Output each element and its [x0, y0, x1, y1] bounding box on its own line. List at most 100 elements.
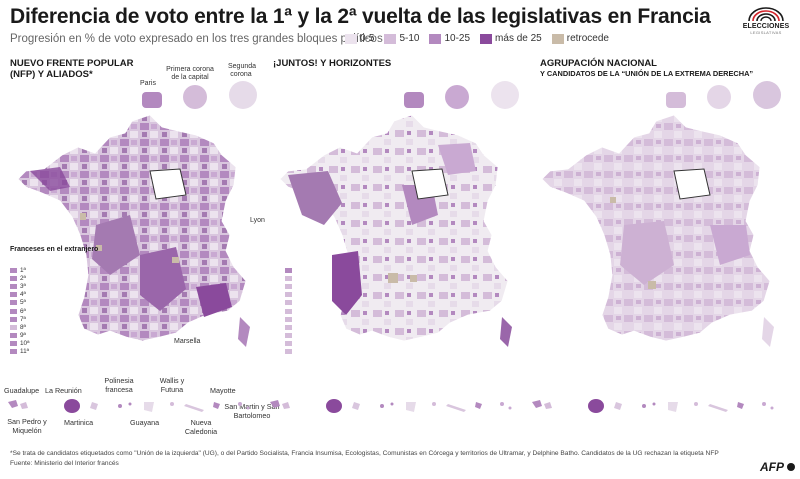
circunscripcion-label: 11ª [20, 348, 29, 356]
circunscripcion-swatch [285, 341, 292, 347]
circunscripcion-swatch [285, 333, 292, 339]
legend-item-mas-de-25: más de 25 [480, 33, 542, 44]
inset-label-marsella: Marsella [174, 338, 201, 345]
circunscripcion-swatch [285, 324, 292, 330]
franceses-extranjero-item: 5ª [10, 299, 29, 307]
franceses-extranjero-item: 2ª [10, 274, 29, 282]
circunscripcion-label: 10ª [20, 340, 30, 348]
panel-title-rn: AGRUPACIÓN NACIONAL Y CANDIDATOS DE LA “… [540, 58, 754, 78]
paris-insets-juntos [404, 81, 519, 109]
overseas-territories [8, 399, 774, 413]
legend-swatch [551, 33, 564, 44]
legend-item-10-25: 10-25 [429, 33, 470, 44]
legend-item-0-5: 0-5 [345, 33, 374, 44]
maps-canvas [17, 81, 781, 347]
franceses-extranjero-item [285, 315, 292, 323]
footer: *Se trata de candidatos etiquetados como… [10, 449, 719, 469]
franceses-extranjero-item: 8ª [10, 323, 29, 331]
map-juntos [279, 114, 512, 347]
inset-label-lyon: Lyon [250, 217, 265, 224]
circunscripcion-swatch [10, 275, 17, 281]
circunscripcion-label: 3ª [20, 282, 26, 290]
franceses-extranjero-item [285, 340, 292, 348]
circunscripcion-swatch [10, 316, 17, 322]
franceses-extranjero-item [285, 266, 292, 274]
circunscripcion-label: 6ª [20, 307, 26, 315]
label-san-pedro: San Pedro y Miquelón [7, 417, 47, 435]
legend-swatch [429, 33, 442, 44]
label-mayotte: Mayotte [210, 386, 236, 395]
circunscripcion-swatch [285, 316, 292, 322]
franceses-extranjero-title: Franceses en el extranjero [10, 246, 99, 253]
afp-dot-icon [787, 463, 795, 471]
circunscripcion-swatch [10, 308, 17, 314]
circunscripcion-swatch [10, 341, 17, 347]
legend-swatch [480, 33, 493, 44]
inset-label-primera-corona: Primera corona de la capital [166, 66, 214, 81]
label-guayana: Guayana [130, 418, 160, 427]
franceses-extranjero-list: 1ª 2ª 3ª 4ª 5ª 6ª 7ª 8ª 9ª 10ª 11ª [10, 266, 29, 356]
color-legend: 0-5 5-10 10-25 más de 25 retrocede [345, 33, 609, 44]
label-san-martin: San Martin y San Bartolomeo [224, 402, 280, 420]
inset-label-paris: Paris [140, 80, 156, 87]
franceses-extranjero-list-juntos [285, 266, 292, 356]
label-nueva-caledonia: Nueva Caledonia [184, 418, 218, 436]
inset-label-segunda-corona: Segunda corona [228, 63, 257, 78]
circunscripcion-swatch [285, 308, 292, 314]
logo-subtext: LEGISLATIVAS [750, 30, 782, 35]
label-martinica: Martinica [64, 418, 94, 427]
label-polinesia: Polinesia francesa [104, 376, 134, 394]
circunscripcion-label: 4ª [20, 291, 26, 299]
franceses-extranjero-item: 10ª [10, 340, 29, 348]
circunscripcion-label: 2ª [20, 274, 26, 282]
circunscripcion-swatch [285, 283, 292, 289]
circunscripcion-swatch [285, 292, 292, 298]
legend-swatch [345, 33, 357, 44]
circunscripcion-swatch [285, 267, 292, 273]
circunscripcion-label: 5ª [20, 299, 26, 307]
circunscripcion-swatch [10, 300, 17, 306]
footer-note: *Se trata de candidatos etiquetados como… [10, 450, 719, 457]
circunscripcion-swatch [285, 275, 292, 281]
franceses-extranjero-item [285, 282, 292, 290]
page-subtitle: Progresión en % de voto expresado en los… [10, 33, 383, 45]
hemicycle-icon [748, 7, 784, 22]
franceses-extranjero-item [285, 323, 292, 331]
circunscripcion-swatch [285, 300, 292, 306]
franceses-extranjero-item: 1ª [10, 266, 29, 274]
circunscripcion-label: 1ª [20, 266, 26, 274]
circunscripcion-label: 7ª [20, 315, 26, 323]
paris-insets-rn [666, 81, 781, 109]
label-wallis: Wallis y Futuna [159, 376, 185, 394]
legend-swatch [384, 33, 397, 44]
circunscripcion-swatch [10, 324, 17, 330]
franceses-extranjero-item: 9ª [10, 332, 29, 340]
franceses-extranjero-item: 4ª [10, 291, 29, 299]
franceses-extranjero-item [285, 299, 292, 307]
circunscripcion-swatch [285, 349, 292, 355]
logo-text: ELECCIONES [742, 23, 790, 30]
franceses-extranjero-item [285, 307, 292, 315]
circunscripcion-swatch [10, 333, 17, 339]
franceses-extranjero-item [285, 274, 292, 282]
map-nfp [17, 114, 250, 347]
circunscripcion-label: 9ª [20, 332, 26, 340]
circunscripcion-swatch [10, 267, 17, 273]
circunscripcion-swatch [10, 349, 17, 355]
legend-item-retrocede: retrocede [551, 33, 609, 44]
panel-title-nfp: NUEVO FRENTE POPULAR (NFP) Y ALIADOS* [10, 58, 134, 80]
franceses-extranjero-item: 6ª [10, 307, 29, 315]
footer-source: Fuente: Ministerio del Interior francés [10, 460, 119, 467]
franceses-extranjero-item [285, 291, 292, 299]
franceses-extranjero-item: 3ª [10, 282, 29, 290]
page-title: Diferencia de voto entre la 1ª y la 2ª v… [10, 5, 711, 28]
franceses-extranjero-item [285, 348, 292, 356]
franceses-extranjero-item [285, 332, 292, 340]
paris-insets-nfp [142, 81, 257, 109]
legend-item-5-10: 5-10 [384, 33, 419, 44]
circunscripcion-label: 8ª [20, 323, 26, 331]
label-la-reunion: La Reunión [45, 386, 82, 395]
franceses-extranjero-item: 7ª [10, 315, 29, 323]
panel-title-juntos: ¡JUNTOS! Y HORIZONTES [273, 58, 392, 69]
label-guadalupe: Guadalupe [4, 386, 40, 395]
